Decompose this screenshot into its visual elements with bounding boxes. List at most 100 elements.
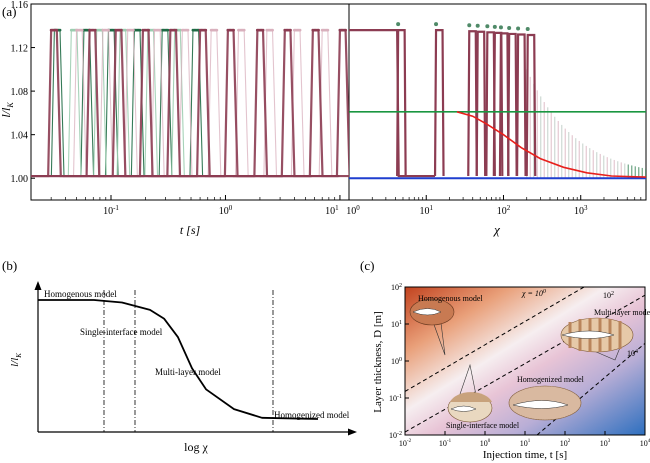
panel-a-left-point-0-0-4 (58, 28, 62, 32)
panel-c-xtick-label-1: 10-1 (439, 439, 452, 448)
chi-label-4: 104 (627, 349, 638, 358)
panel-a-left-xtick-label-2: 101 (325, 204, 339, 217)
panel-a-right-marker-4 (485, 24, 490, 29)
panel-a-left-point-2-1-4 (107, 28, 110, 32)
panel-c-axes: 10-2 10-1 100 101 102 103 104 10-2 10-1 100 101 102 (389, 283, 650, 448)
panel-a-right-run-1 (433, 29, 445, 177)
panel-a-left-point-2-4-4 (186, 28, 190, 32)
svg-text:102: 102 (603, 291, 614, 300)
panel-a-ytick-label-2: 1.08 (11, 87, 29, 98)
panel-a-ytick-label-3: 1.12 (11, 44, 29, 55)
panel-a-right-xtick-label-1: 101 (419, 204, 433, 217)
panel-a-left-plot (31, 28, 349, 178)
panel-a-ytick-label-1: 1.04 (11, 131, 29, 142)
panel-a-right-marker-6 (498, 25, 503, 30)
panel-b-annot-single-interface: Single-interface model (80, 327, 163, 337)
panel-a-right-run-8 (515, 33, 527, 177)
panel-a-left-point-3-6-4 (232, 28, 235, 32)
panel-c-region-single-interface: Single-interface model (446, 421, 520, 430)
panel-c-xtick-label-6: 104 (640, 439, 650, 448)
panel-c-region-homogenized: Homogenized model (517, 375, 585, 384)
panel-b-axes (34, 281, 357, 436)
panel-a-left-point-3-2-4 (119, 28, 123, 32)
panel-a-right-marker-8 (516, 26, 521, 31)
panel-a-right-xtick-label-2: 102 (497, 204, 511, 217)
panel-a-left-run-2-9 (242, 29, 349, 177)
panel-c-xtick-label-2: 100 (480, 439, 491, 448)
panel-a-right-xlabel: χ (492, 222, 500, 237)
panel-a-left-point-1-4-4 (178, 28, 182, 32)
panel-a-right-run-7 (507, 32, 518, 177)
inset-homogenized (508, 385, 582, 421)
inset-homogenous (409, 298, 455, 356)
panel-a-right-marker-2 (467, 23, 472, 28)
panel-b-ylabel: l/lK (9, 353, 23, 367)
panel-c-region-homogenous: Homogenous model (418, 294, 483, 303)
panel-c-ytick-label-4: 102 (391, 283, 402, 292)
panel-a-left-point-3-5-4 (204, 28, 208, 32)
panel-a-left-point-2-3-4 (158, 28, 162, 32)
panel-a-left-point-3-3-4 (147, 28, 150, 32)
panel-a-right-marker-0 (396, 22, 401, 27)
panel-c-ylabel: Layer thickness, D [m] (372, 311, 384, 412)
panel-a-right-xtick-label-3: 103 (574, 204, 588, 217)
panel-a-left-point-2-9-4 (326, 28, 330, 32)
chi-label-0: χ = 100 (521, 289, 546, 298)
svg-text:χ = 100: χ = 100 (521, 289, 546, 298)
panel-c-ytick-label-0: 10-2 (389, 431, 402, 440)
inset-multi-layer (560, 317, 634, 361)
panel-b-xlabel: log χ (184, 440, 208, 454)
panel-b-annot-multi-layer: Multi-layer model (155, 367, 221, 377)
panel-b-annot-homogenized: Homogenized model (274, 410, 350, 420)
panel-a-label: (a) (2, 4, 16, 19)
panel-a-right-marker-9 (525, 27, 530, 32)
panel-a-left-point-2-0-4 (80, 28, 84, 32)
panel-c-ytick-label-3: 101 (391, 320, 402, 329)
panel-a-left-point-3-0-4 (55, 28, 59, 32)
panel-c-ylabel-wrap: Layer thickness, D [m] (372, 311, 384, 412)
panel-a-left-point-2-2-4 (131, 28, 135, 32)
panel-c-xtick-label-3: 101 (520, 439, 531, 448)
panel-a-right-marker-5 (492, 24, 497, 29)
panel-c-ytick-label-1: 10-1 (389, 394, 402, 403)
panel-a-left-point-2-8-4 (298, 28, 302, 32)
svg-text:l/lK: l/lK (0, 102, 15, 118)
panel-b-label: (b) (2, 258, 17, 273)
panel-a-left-xtick-label-0: 10-1 (103, 204, 119, 217)
panel-b-plot (38, 290, 319, 432)
panel-a-axes: 1.00 1.04 1.08 1.12 1.16 10-1 100 101 100 101 102 1… (11, 0, 647, 217)
panel-a-right-multi-layer-curve (456, 111, 646, 178)
panel-a-right-run-5 (492, 31, 504, 177)
panel-c-xtick-label-4: 102 (560, 439, 571, 448)
panel-c-plot (404, 286, 646, 436)
panel-a-left-point-3-4-4 (174, 28, 178, 32)
panel-a-ytick-label-4: 1.16 (11, 0, 29, 11)
panel-a-right-run-3 (475, 30, 487, 177)
svg-text:l/lK: l/lK (9, 353, 23, 367)
panel-a-right-first-run (349, 29, 436, 178)
panel-a-right-run-2 (467, 30, 478, 177)
panel-a-left-point-1-2-4 (124, 28, 128, 32)
panel-b-annot-homogenous: Homogenous model (44, 289, 117, 299)
panel-b-curve (38, 299, 319, 420)
panel-a-left-point-3-10-4 (344, 28, 347, 32)
panel-c-xlabel: Injection time, t [s] (483, 449, 567, 461)
panel-a-right-run-9 (525, 33, 537, 177)
panel-c-label: (c) (360, 258, 374, 273)
panel-c-contour-4 (536, 342, 646, 436)
panel-a-right-frame (348, 3, 647, 201)
panel-a-left-xtick-label-1: 100 (219, 204, 233, 217)
panel-a-right-marker-1 (434, 22, 439, 27)
panel-a-left-point-2-7-4 (271, 28, 274, 32)
panel-a-right-marker-7 (507, 25, 512, 30)
panel-a-left-point-2-5-4 (215, 28, 219, 32)
svg-text:104: 104 (627, 349, 638, 358)
panel-a-left-point-3-8-4 (289, 28, 292, 32)
inset-single-interface (447, 363, 493, 423)
panel-a-right-marker-3 (475, 23, 480, 28)
panel-a-right-xtick-label-0: 100 (346, 204, 360, 217)
chi-label-2: 102 (603, 291, 614, 300)
panel-a-left-point-0-3-4 (138, 28, 142, 32)
panel-a-ylabel: l/lK (0, 102, 15, 118)
